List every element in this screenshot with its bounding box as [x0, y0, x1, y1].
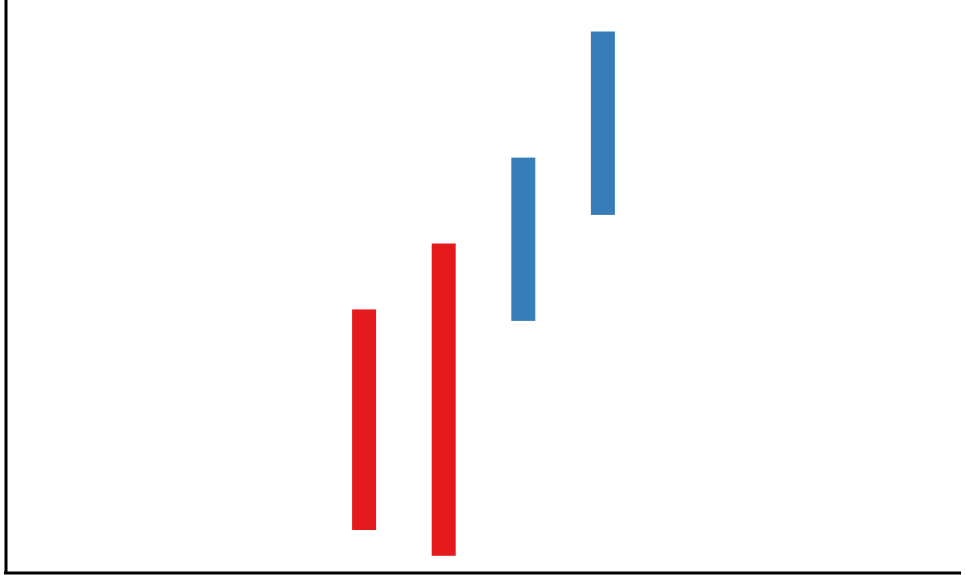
range-bar-2-1	[511, 157, 536, 321]
range-bar-1-2	[431, 243, 456, 556]
range-bar-2-2	[590, 31, 615, 215]
bars-layer	[352, 31, 615, 556]
range-bar-1-1	[352, 309, 377, 530]
